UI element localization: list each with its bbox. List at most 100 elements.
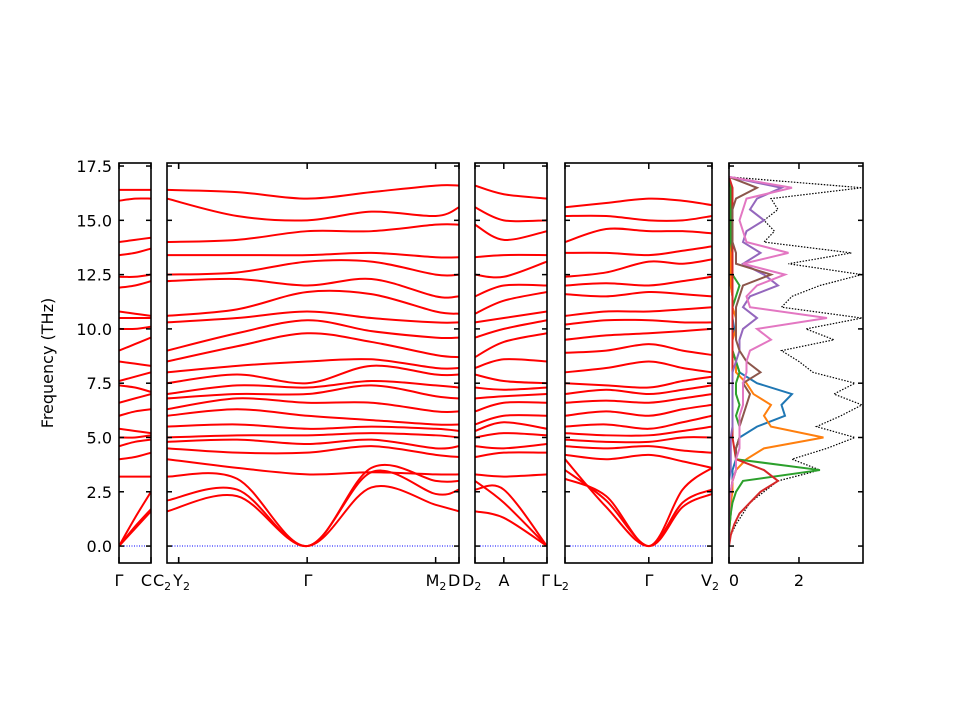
x-tick-label: D — [448, 571, 460, 590]
phonon-band-line — [565, 453, 712, 469]
phonon-band-line — [565, 227, 712, 243]
x-tick-label: A — [499, 571, 510, 590]
phonon-band-line — [565, 445, 712, 454]
phonon-band-line — [565, 384, 712, 396]
x-tick-label: L2 — [553, 571, 569, 593]
y-tick-label: 10.0 — [76, 320, 112, 339]
phonon-band-line — [475, 480, 547, 547]
x-tick-label: Γ — [304, 571, 313, 590]
phonon-band-line — [119, 310, 151, 317]
phonon-band-line — [475, 393, 547, 400]
phonon-band-line — [475, 421, 547, 432]
phonon-band-line — [167, 469, 459, 548]
x-tick-label-subscript: 2 — [164, 580, 171, 593]
x-tick-label-subscript: 2 — [712, 580, 719, 593]
phonon-band-line — [119, 280, 151, 289]
phonon-band-line — [565, 393, 712, 404]
phonon-band-line — [119, 491, 151, 547]
phonon-band-line — [167, 310, 459, 324]
phonon-band-line — [565, 327, 712, 341]
phonon-band-line — [475, 510, 547, 547]
phonon-band-line — [167, 319, 459, 352]
x-tick-label: Γ — [541, 571, 550, 590]
phonon-band-line — [475, 184, 547, 200]
y-tick-label: 7.5 — [87, 374, 112, 393]
phonon-band-line — [119, 384, 151, 393]
phonon-band-line — [167, 184, 459, 200]
phonon-band-line — [475, 319, 547, 339]
phonon-band-line — [167, 384, 459, 400]
phonon-band-line — [119, 438, 151, 448]
phonon-band-line — [119, 408, 151, 417]
phonon-band-line — [565, 343, 712, 356]
x-tick-label-subscript: 2 — [562, 580, 569, 593]
x-tick-label: C — [141, 571, 152, 590]
y-tick-label: 0.0 — [87, 537, 112, 556]
phonon-band-line — [565, 414, 712, 430]
phonon-band-line — [119, 427, 151, 435]
phonon-band-line — [167, 380, 459, 396]
phonon-band-line — [167, 463, 459, 548]
band-panel-4: L2 Γ V2 — [553, 162, 719, 593]
phonon-band-line — [475, 414, 547, 426]
phonon-band-line — [475, 401, 547, 413]
phonon-band-line — [475, 223, 547, 241]
x-tick-label-subscript: 2 — [183, 580, 190, 593]
x-tick-label: V2 — [701, 571, 719, 593]
dos-x-tick-label: 2 — [794, 571, 804, 590]
phonon-band-line — [565, 245, 712, 257]
panel-frame — [474, 162, 548, 564]
phonon-band-line — [475, 260, 547, 279]
phonon-band-line — [119, 510, 151, 547]
phonon-band-line — [119, 360, 151, 367]
phonon-band-line — [565, 290, 712, 298]
phonon-band-line — [167, 438, 459, 450]
phonon-band-line — [475, 253, 547, 259]
phonon-band-line — [119, 393, 151, 404]
phonon-band-line — [565, 425, 712, 437]
x-tick-label-subscript: 2 — [474, 580, 481, 593]
phonon-band-line — [475, 373, 547, 385]
x-tick-label: D2 — [462, 571, 481, 593]
phonon-band-line — [475, 473, 547, 478]
bands — [475, 184, 547, 547]
bands — [167, 184, 459, 548]
phonon-band-line — [565, 360, 712, 374]
y-tick-label: 5.0 — [87, 428, 112, 447]
phonon-band-line — [167, 445, 459, 459]
phonon-band-line — [167, 223, 459, 244]
phonon-band-line — [119, 336, 151, 352]
phonon-band-line — [565, 318, 712, 326]
phonon-band-line — [565, 375, 712, 389]
dos-x-tick-label: 0 — [729, 571, 739, 590]
bands — [565, 197, 712, 548]
phonon-band-line — [167, 358, 459, 374]
y-axis: 0.0 2.5 5.0 7.5 10.0 12.5 15.0 17.5 — [76, 157, 112, 556]
phonon-band-line — [475, 332, 547, 359]
phonon-band-line — [475, 386, 547, 391]
phonon-band-line — [119, 197, 151, 202]
y-tick-label: 15.0 — [76, 211, 112, 230]
phonon-band-line — [565, 436, 712, 444]
phonon-band-line — [565, 306, 712, 317]
x-tick-label: M2 — [426, 571, 447, 593]
phonon-band-line — [565, 258, 712, 278]
band-panels: Γ C C2 Y2 Γ M2 D D2 A Γ L2 Γ V2 0 2 — [115, 162, 864, 593]
phonon-band-line — [167, 485, 459, 548]
phonon-band-line — [475, 443, 547, 450]
phonon-band-line — [565, 467, 712, 548]
x-tick-label: Γ — [645, 571, 654, 590]
phonon-band-line — [475, 283, 547, 298]
phonon-band-line — [119, 371, 151, 382]
y-axis-label: Frequency (THz) — [38, 298, 57, 428]
phonon-band-line — [565, 403, 712, 417]
phonon-band-line — [119, 247, 151, 257]
phonon-band-line — [167, 397, 459, 414]
phonon-band-line — [167, 364, 459, 385]
y-tick-label: 17.5 — [76, 157, 112, 176]
x-tick-label: C2 — [153, 571, 171, 593]
phonon-band-line — [565, 214, 712, 222]
